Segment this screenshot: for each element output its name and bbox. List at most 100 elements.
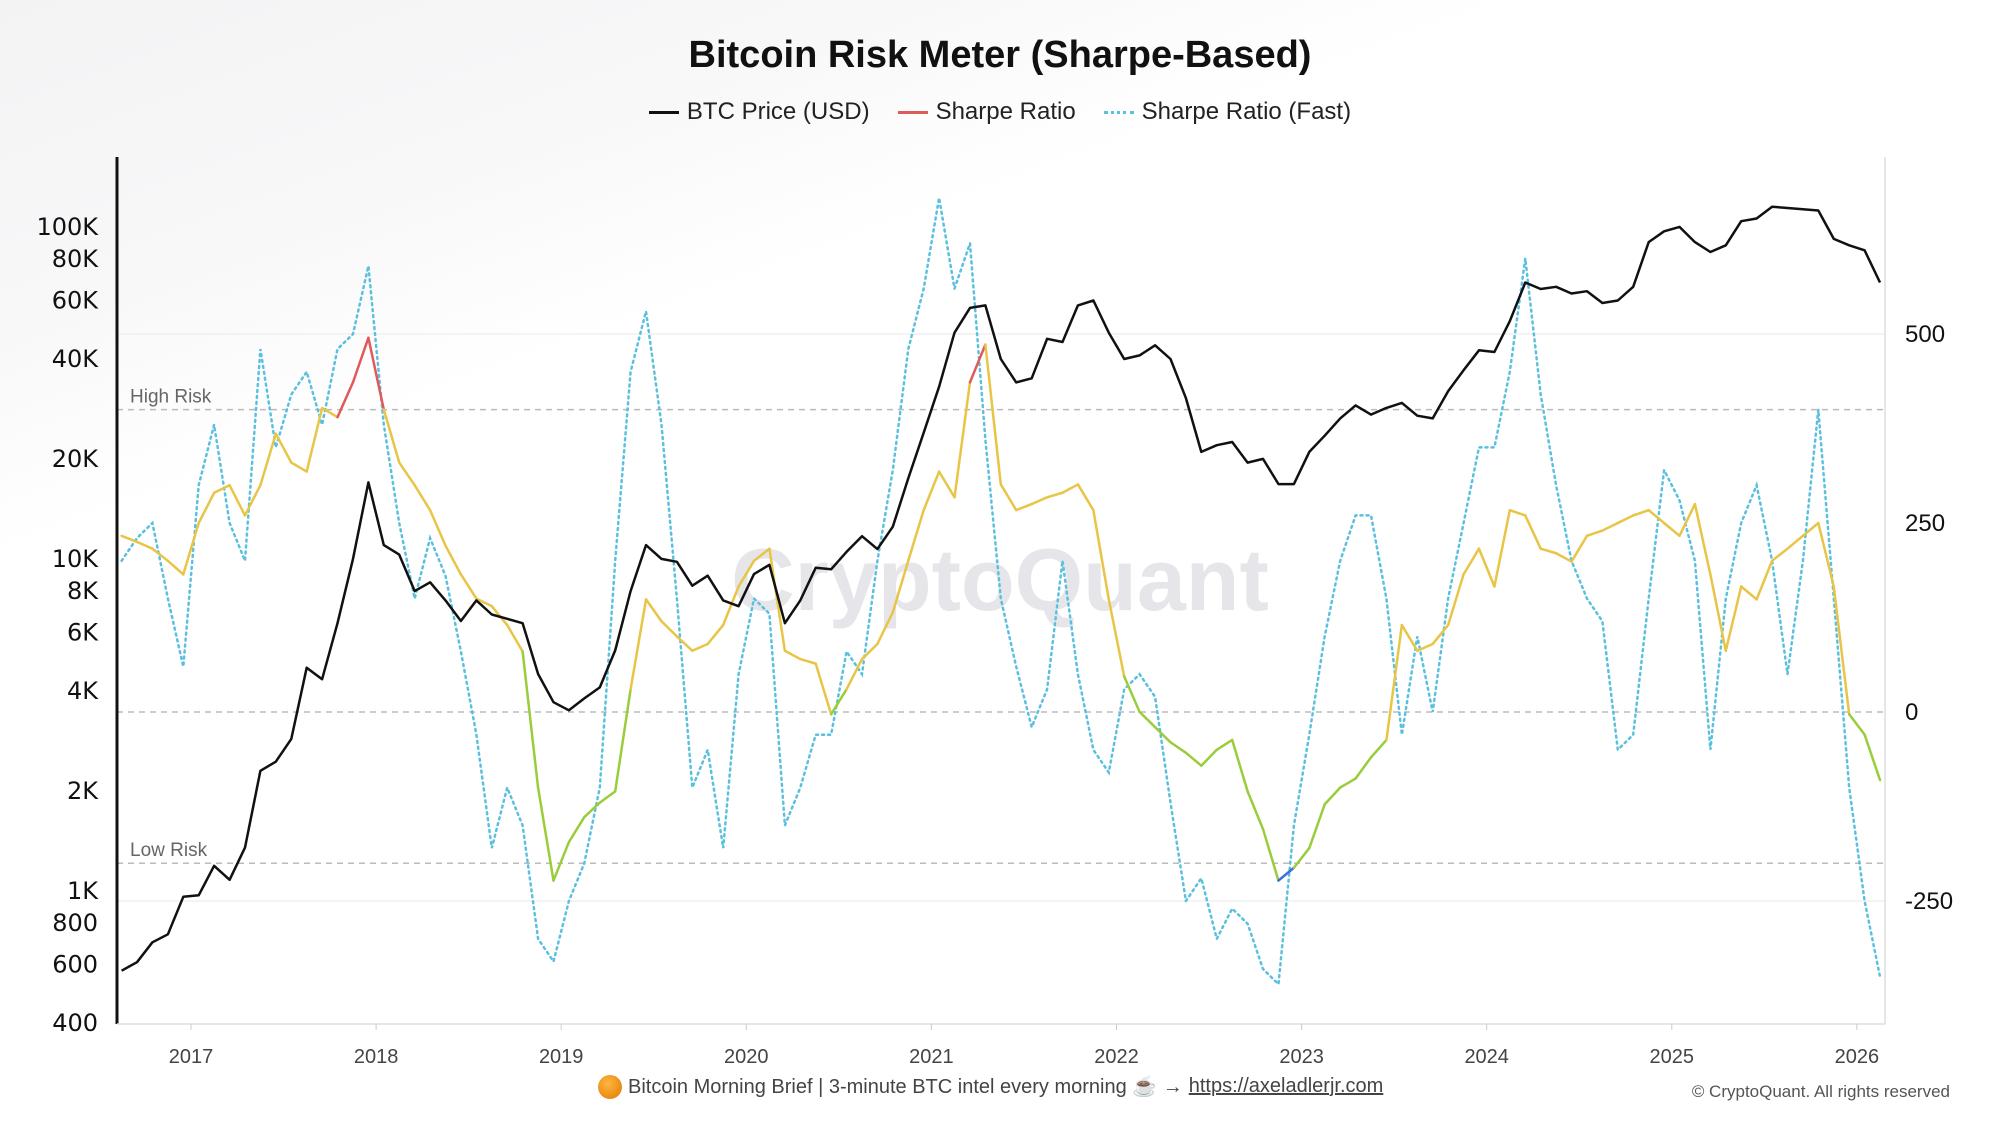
legend-label: BTC Price (USD) xyxy=(686,98,870,125)
series-sharpe-segment xyxy=(907,508,925,563)
left-tick-label: 40K xyxy=(52,345,100,373)
legend-item-sharpe[interactable]: Sharpe Ratio xyxy=(897,98,1076,126)
series-sharpe-segment xyxy=(984,343,1003,486)
series-sharpe-segment xyxy=(1169,740,1188,755)
series-sharpe-segment xyxy=(1153,725,1172,744)
series-sharpe-segment xyxy=(521,650,540,789)
series-sharpe-segment xyxy=(552,840,571,882)
series-sharpe-segment xyxy=(367,336,386,411)
series-sharpe-segment xyxy=(1246,790,1265,831)
x-tick-label: 2024 xyxy=(1464,1046,1509,1068)
series-sharpe-segment xyxy=(459,573,478,600)
series-sharpe-segment xyxy=(1786,534,1805,550)
series-sharpe-segment xyxy=(629,598,648,691)
series-sharpe-segment xyxy=(259,432,278,487)
series-sharpe-segment xyxy=(228,483,247,517)
series-sharpe-segment xyxy=(1416,642,1434,653)
footer-link[interactable]: https://axeladlerjr.com xyxy=(1188,1075,1384,1097)
legend-item-sharpe-fast[interactable]: Sharpe Ratio (Fast) xyxy=(1103,98,1351,126)
series-sharpe-segment xyxy=(1061,483,1080,495)
series-sharpe-segment xyxy=(1832,585,1851,716)
series-sharpe-segment xyxy=(968,343,987,384)
series-sharpe-segment xyxy=(1261,827,1280,882)
series-sharpe-segment xyxy=(1524,514,1542,550)
series-sharpe-segment xyxy=(1200,748,1219,767)
series-sharpe-fast-line xyxy=(120,197,1882,987)
series-sharpe-segment xyxy=(351,336,370,384)
series-sharpe-segment xyxy=(1539,547,1558,555)
x-tick-label: 2025 xyxy=(1650,1046,1695,1068)
series-sharpe-segment xyxy=(336,381,355,419)
series-sharpe-segment xyxy=(937,470,956,499)
series-sharpe-segment xyxy=(1184,751,1203,767)
series-sharpe-segment xyxy=(1215,738,1234,752)
left-tick-label: 4K xyxy=(67,677,99,705)
legend-swatch-dotted xyxy=(1103,110,1134,114)
series-sharpe-segment xyxy=(1030,496,1049,506)
left-tick-label: 6K xyxy=(67,619,99,647)
series-sharpe-segment xyxy=(1462,547,1481,576)
series-sharpe-segment xyxy=(1277,866,1296,882)
series-sharpe-segment xyxy=(428,508,447,547)
x-tick-label: 2017 xyxy=(169,1046,214,1068)
series-sharpe-segment xyxy=(135,540,154,550)
series-sharpe-segment xyxy=(290,461,308,473)
x-tick-label: 2019 xyxy=(539,1046,584,1068)
left-tick-label: 400 xyxy=(52,1009,98,1037)
series-sharpe-segment xyxy=(305,406,324,473)
series-sharpe-segment xyxy=(1662,521,1681,538)
series-sharpe-segment xyxy=(660,620,679,638)
series-sharpe-segment xyxy=(953,381,972,499)
x-tick-label: 2026 xyxy=(1835,1046,1880,1068)
series-sharpe-segment xyxy=(151,547,170,563)
x-tick-label: 2023 xyxy=(1279,1046,1324,1068)
reference-label: High Risk xyxy=(130,387,212,408)
series-sharpe-segment xyxy=(1369,738,1388,759)
series-sharpe-segment xyxy=(1092,508,1111,601)
x-tick-label: 2018 xyxy=(354,1046,399,1068)
series-sharpe-segment xyxy=(1770,547,1789,563)
series-sharpe-segment xyxy=(1863,733,1882,782)
series-sharpe-segment xyxy=(613,688,632,793)
legend-item-btc-price[interactable]: BTC Price (USD) xyxy=(648,98,870,126)
legend: BTC Price (USD) Sharpe Ratio Sharpe Rati… xyxy=(0,98,2000,126)
left-tick-label: 800 xyxy=(52,909,98,937)
series-sharpe-segment xyxy=(1585,529,1604,538)
left-tick-label: 10K xyxy=(52,545,100,573)
series-sharpe-segment xyxy=(1678,502,1697,538)
series-sharpe-segment xyxy=(243,483,262,517)
series-sharpe-segment xyxy=(845,657,864,691)
series-sharpe-segment xyxy=(397,461,416,487)
x-tick-label: 2021 xyxy=(909,1046,954,1068)
series-sharpe-segment xyxy=(197,491,216,525)
left-tick-label: 20K xyxy=(52,445,100,473)
left-tick-label: 1K xyxy=(67,877,99,905)
legend-swatch-red xyxy=(897,110,928,114)
series-sharpe-segment xyxy=(1570,534,1589,563)
series-sharpe-segment xyxy=(860,642,879,661)
series-sharpe-segment xyxy=(1508,508,1527,517)
series-sharpe-segment xyxy=(1045,491,1064,499)
series-sharpe-segment xyxy=(768,547,787,653)
x-tick-label: 2022 xyxy=(1094,1046,1139,1068)
right-tick-label: 0 xyxy=(1905,699,1918,726)
footer-text: Bitcoin Morning Brief | 3-minute BTC int… xyxy=(628,1076,1183,1098)
series-sharpe-segment xyxy=(212,483,231,495)
series-sharpe-segment xyxy=(1400,623,1419,653)
series-sharpe-segment xyxy=(1693,502,1712,576)
series-sharpe-segment xyxy=(799,657,817,665)
right-tick-label: -250 xyxy=(1905,888,1953,915)
series-sharpe-segment xyxy=(675,635,694,653)
series-sharpe-segment xyxy=(1308,802,1326,850)
left-tick-label: 2K xyxy=(67,777,99,805)
series-sharpe-segment xyxy=(1292,846,1311,869)
series-sharpe-segment xyxy=(413,483,432,512)
copyright: © CryptoQuant. All rights reserved xyxy=(1691,1082,1950,1101)
x-tick-label: 2020 xyxy=(724,1046,769,1068)
left-tick-label: 100K xyxy=(36,213,99,241)
series-sharpe-segment xyxy=(1554,551,1573,563)
series-sharpe-segment xyxy=(166,559,185,576)
series-sharpe-segment xyxy=(1014,502,1033,512)
